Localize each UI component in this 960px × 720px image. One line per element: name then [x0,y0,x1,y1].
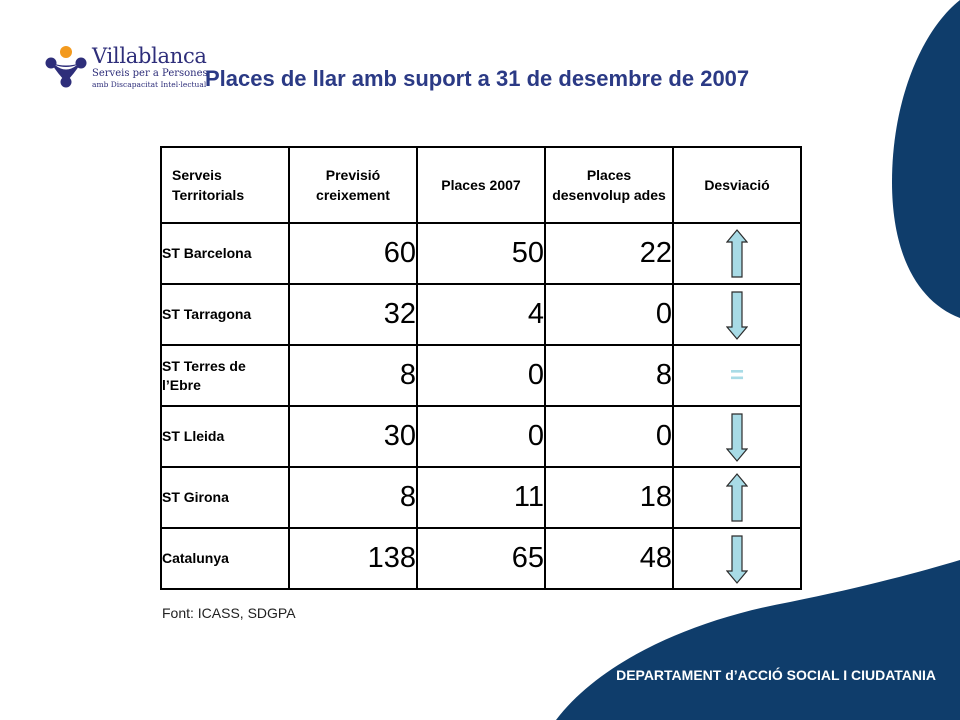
desenvolupades-value: 48 [544,527,674,590]
header-previsio-creixement: Previsió creixement [288,146,418,224]
header-serveis-territorials: Serveis Territorials [160,146,290,224]
row-name: ST Lleida [160,405,290,468]
down-arrow-icon [726,412,748,462]
places-table: Serveis Territorials Previsió creixement… [160,146,802,590]
row-name: ST Barcelona [160,222,290,285]
places-2007-value: 0 [416,405,546,468]
desenvolupades-value: 22 [544,222,674,285]
desenvolupades-value: 0 [544,283,674,346]
up-arrow-icon [726,472,748,522]
header-places-desenvolupades: Places desenvolup ades [544,146,674,224]
desviacio-cell [672,405,802,468]
table-header-row: Serveis Territorials Previsió creixement… [160,146,802,224]
places-2007-value: 0 [416,344,546,407]
logo-subtitle-2: amb Discapacitat Intel·lectual [92,80,207,89]
up-arrow-icon [726,228,748,278]
row-name: ST Girona [160,466,290,529]
footer-department: DEPARTAMENT d’ACCIÓ SOCIAL I CIUDATANIA [616,667,936,683]
footer-curve-shape [556,560,960,720]
table-row: Catalunya 138 65 48 [160,527,802,590]
desviacio-cell [672,283,802,346]
down-arrow-icon [726,534,748,584]
desviacio-cell [672,466,802,529]
table-row: ST Girona 8 11 18 [160,466,802,529]
desenvolupades-value: 0 [544,405,674,468]
previsio-value: 138 [288,527,418,590]
row-name: ST Tarragona [160,283,290,346]
row-name: Catalunya [160,527,290,590]
places-2007-value: 50 [416,222,546,285]
places-2007-value: 4 [416,283,546,346]
previsio-value: 32 [288,283,418,346]
table-row: ST Tarragona 32 4 0 [160,283,802,346]
places-2007-value: 65 [416,527,546,590]
header-desviacio: Desviació [672,146,802,224]
logo-name: Villablanca [92,44,207,68]
villablanca-logo: Villablanca Serveis per a Persones amb D… [44,44,214,90]
equals-sign: = [729,361,744,389]
top-right-curve-shape [892,0,960,318]
desenvolupades-value: 18 [544,466,674,529]
page-title: Places de llar amb suport a 31 de desemb… [205,66,750,91]
logo-subtitle-1: Serveis per a Persones [92,68,208,79]
down-arrow-icon [726,290,748,340]
previsio-value: 60 [288,222,418,285]
row-name: ST Terres de l’Ebre [160,344,290,407]
previsio-value: 30 [288,405,418,468]
desenvolupades-value: 8 [544,344,674,407]
table-row: ST Terres de l’Ebre 8 0 8 = [160,344,802,407]
table-row: ST Lleida 30 0 0 [160,405,802,468]
table-row: ST Barcelona 60 50 22 [160,222,802,285]
source-note: Font: ICASS, SDGPA [162,605,296,621]
previsio-value: 8 [288,344,418,407]
places-2007-value: 11 [416,466,546,529]
desviacio-cell [672,222,802,285]
desviacio-cell [672,527,802,590]
header-places-2007: Places 2007 [416,146,546,224]
previsio-value: 8 [288,466,418,529]
logo-mark-icon [45,46,87,88]
desviacio-cell: = [672,344,802,407]
